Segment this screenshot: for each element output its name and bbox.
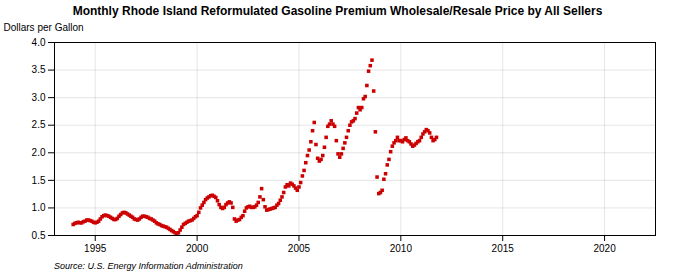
svg-text:2020: 2020: [593, 243, 616, 254]
svg-text:2.5: 2.5: [32, 119, 46, 130]
svg-text:1.0: 1.0: [32, 202, 46, 213]
svg-text:2010: 2010: [390, 243, 413, 254]
svg-text:2015: 2015: [492, 243, 515, 254]
svg-text:1995: 1995: [84, 243, 107, 254]
svg-text:2005: 2005: [288, 243, 311, 254]
svg-text:Dollars per Gallon: Dollars per Gallon: [4, 22, 84, 33]
html-text:Source: U.S. Energy Informatio: Source: U.S. Energy Information Administ…: [54, 261, 243, 271]
svg-text:3.5: 3.5: [32, 64, 46, 75]
svg-text:3.0: 3.0: [32, 92, 46, 103]
svg-text:2.0: 2.0: [32, 147, 46, 158]
svg-text:1.5: 1.5: [32, 175, 46, 186]
svg-text:0.5: 0.5: [32, 230, 46, 241]
svg-text:4.0: 4.0: [32, 37, 46, 48]
html-text:Monthly Rhode Island Reformula: Monthly Rhode Island Reformulated Gasoli…: [72, 4, 603, 18]
svg-text:2000: 2000: [186, 243, 209, 254]
